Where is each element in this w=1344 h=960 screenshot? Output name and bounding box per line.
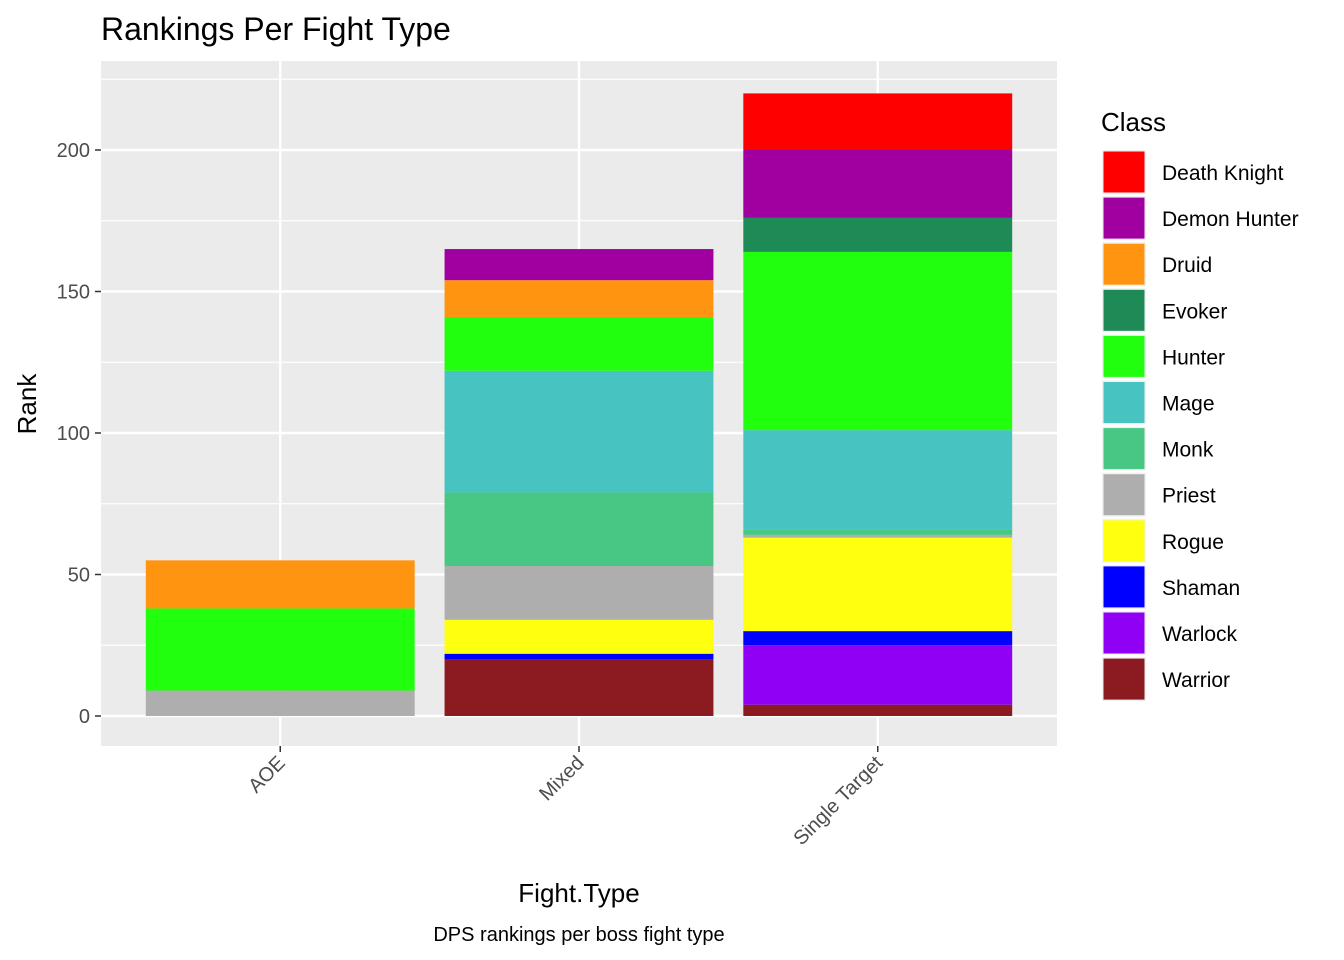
legend-swatch xyxy=(1103,612,1145,654)
bar-segment-mage-mixed xyxy=(444,370,714,493)
legend-label: Shaman xyxy=(1162,577,1240,600)
legend-swatch xyxy=(1103,151,1145,193)
legend-label: Demon Hunter xyxy=(1162,208,1299,231)
bar-segment-evoker-single-target xyxy=(743,217,1013,252)
x-tick-label: Single Target xyxy=(789,752,887,850)
legend-swatch xyxy=(1103,566,1145,608)
bar-segment-priest-aoe xyxy=(145,690,415,716)
bar-segment-hunter-mixed xyxy=(444,316,714,371)
x-axis: AOE Mixed Single Target xyxy=(244,746,888,850)
legend-swatch xyxy=(1103,520,1145,562)
bar-segment-demon-hunter-single-target xyxy=(743,150,1013,218)
bar-segment-shaman-single-target xyxy=(743,631,1013,646)
bar-segment-druid-mixed xyxy=(444,280,714,317)
y-axis: 0 50 100 150 200 xyxy=(57,140,101,728)
legend-swatch xyxy=(1103,289,1145,331)
legend-swatch xyxy=(1103,197,1145,239)
legend-label: Priest xyxy=(1162,485,1216,508)
x-tick-label: AOE xyxy=(244,752,289,797)
legend-title: Class xyxy=(1101,107,1166,137)
bar-segment-hunter-aoe xyxy=(145,608,415,691)
bar-segment-priest-mixed xyxy=(444,566,714,620)
bar-segment-monk-mixed xyxy=(444,492,714,567)
chart-title: Rankings Per Fight Type xyxy=(101,11,451,47)
bar-segment-death-knight-single-target xyxy=(743,93,1013,150)
legend-swatch xyxy=(1103,335,1145,377)
legend-swatch xyxy=(1103,243,1145,285)
bar-segment-mage-single-target xyxy=(743,430,1013,530)
bars xyxy=(145,93,1013,716)
bar-segment-demon-hunter-mixed xyxy=(444,249,714,281)
y-tick-label: 100 xyxy=(57,423,90,445)
y-tick-label: 150 xyxy=(57,282,90,304)
legend: Death Knight Demon Hunter Druid Evoker Hunte… xyxy=(1102,150,1299,702)
legend-label: Warlock xyxy=(1162,623,1238,646)
legend-label: Druid xyxy=(1162,254,1212,277)
legend-swatch xyxy=(1103,474,1145,516)
bar-segment-warrior-mixed xyxy=(444,659,714,716)
legend-label: Rogue xyxy=(1162,531,1224,554)
legend-label: Monk xyxy=(1162,439,1214,462)
x-axis-title: Fight.Type xyxy=(518,878,639,908)
legend-label: Hunter xyxy=(1162,346,1225,369)
legend-swatch xyxy=(1103,428,1145,470)
legend-label: Warrior xyxy=(1162,669,1230,692)
bar-segment-warlock-single-target xyxy=(743,645,1013,705)
bar-segment-rogue-mixed xyxy=(444,619,714,654)
y-tick-label: 200 xyxy=(57,140,90,162)
bar-segment-priest-single-target xyxy=(743,534,1013,538)
bar-segment-monk-single-target xyxy=(743,529,1013,535)
legend-swatch xyxy=(1103,382,1145,423)
x-tick-label: Mixed xyxy=(535,752,588,805)
y-tick-label: 50 xyxy=(68,565,90,587)
legend-swatch xyxy=(1103,658,1145,700)
legend-label: Death Knight xyxy=(1162,162,1284,185)
chart-caption: DPS rankings per boss fight type xyxy=(433,924,724,946)
bar-segment-warrior-single-target xyxy=(743,704,1013,716)
bar-segment-shaman-mixed xyxy=(444,653,714,660)
bar-segment-hunter-single-target xyxy=(743,251,1013,431)
bar-segment-rogue-single-target xyxy=(743,537,1013,632)
y-axis-title: Rank xyxy=(12,373,42,435)
legend-label: Mage xyxy=(1162,393,1215,416)
y-tick-label: 0 xyxy=(79,706,90,728)
bar-segment-druid-aoe xyxy=(145,560,415,609)
legend-label: Evoker xyxy=(1162,300,1227,323)
